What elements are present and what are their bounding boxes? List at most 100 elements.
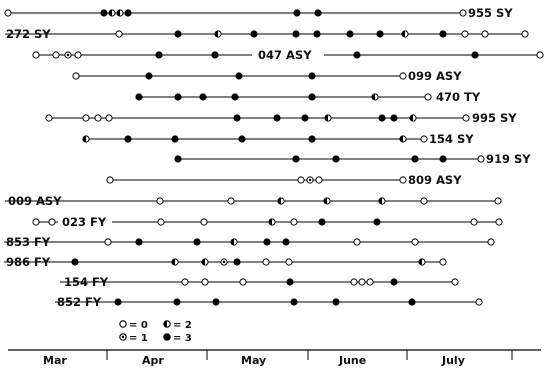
legend-label-2: = 2 xyxy=(173,320,192,331)
observation-marker-3 xyxy=(301,114,309,122)
observation-marker-0 xyxy=(48,218,56,226)
observation-marker-0 xyxy=(290,218,298,226)
observation-marker-3 xyxy=(408,298,416,306)
row-label: 099 ASY xyxy=(408,69,462,83)
observation-marker-2 xyxy=(268,218,276,226)
observation-marker-2 xyxy=(201,258,209,266)
observation-marker-2 xyxy=(277,197,285,205)
month-label-may: May xyxy=(241,354,266,367)
observation-marker-0 xyxy=(399,176,407,184)
observation-marker-3 xyxy=(199,93,207,101)
observation-marker-2 xyxy=(401,30,409,38)
row-470-ty: 470 TY xyxy=(135,90,481,104)
observation-marker-3 xyxy=(145,72,153,80)
observation-marker-3 xyxy=(174,30,182,38)
observation-marker-3 xyxy=(378,114,386,122)
observation-marker-2 xyxy=(82,135,90,143)
legend-item-0: = 0 xyxy=(119,320,148,331)
observation-marker-2 xyxy=(409,114,417,122)
observation-marker-3 xyxy=(308,135,316,143)
row-853-fy: 853 FY xyxy=(4,235,495,249)
observation-marker-3 xyxy=(173,298,181,306)
observation-marker-3 xyxy=(174,93,182,101)
observation-marker-3 xyxy=(308,72,316,80)
observation-marker-3 xyxy=(286,278,294,286)
observation-marker-2 xyxy=(399,135,407,143)
observation-marker-3 xyxy=(135,238,143,246)
observation-marker-0 xyxy=(462,114,470,122)
observation-marker-0 xyxy=(439,258,447,266)
observation-marker-3 xyxy=(471,51,479,59)
row-154-fy: 154 FY xyxy=(60,275,459,289)
row-label: 023 FY xyxy=(62,215,107,229)
observation-marker-3 xyxy=(314,9,322,17)
observation-marker-3 xyxy=(233,114,241,122)
observation-marker-3 xyxy=(390,278,398,286)
observation-marker-0 xyxy=(481,30,489,38)
observation-marker-0 xyxy=(315,176,323,184)
observation-marker-0 xyxy=(420,197,428,205)
observation-marker-3 xyxy=(155,51,163,59)
observation-marker-3 xyxy=(124,9,132,17)
observation-marker-0 xyxy=(181,278,189,286)
observation-marker-2 xyxy=(108,9,116,17)
legend: = 0 = 1 = 2 = 3 xyxy=(119,320,192,344)
observation-marker-0 xyxy=(239,278,247,286)
observation-marker-0 xyxy=(451,278,459,286)
observation-marker-0 xyxy=(200,218,208,226)
row-023-fy: 023 FY xyxy=(32,215,503,229)
observation-marker-0 xyxy=(475,298,483,306)
observation-marker-3 xyxy=(439,155,447,163)
observation-marker-0 xyxy=(74,51,82,59)
specimen-rows: 955 SY 272 SY 047 ASY 099 ASY 470 TY 995 SY 15… xyxy=(4,6,544,309)
month-label-mar: Mar xyxy=(43,354,67,367)
observation-marker-0 xyxy=(262,258,270,266)
observation-marker-3 xyxy=(211,51,219,59)
row-label: 154 SY xyxy=(429,132,474,146)
observation-marker-0 xyxy=(297,176,305,184)
observation-marker-0 xyxy=(227,197,235,205)
observation-marker-3 xyxy=(238,135,246,143)
observation-marker-3 xyxy=(273,114,281,122)
observation-marker-0 xyxy=(157,218,165,226)
observation-marker-3 xyxy=(231,93,239,101)
observation-marker-2 xyxy=(171,258,179,266)
row-label: 995 SY xyxy=(472,111,517,125)
observation-marker-0 xyxy=(461,30,469,38)
row-272-sy: 272 SY xyxy=(5,27,529,41)
observation-marker-0 xyxy=(4,9,12,17)
observation-marker-3 xyxy=(174,155,182,163)
row-label: 154 FY xyxy=(64,275,109,289)
observation-marker-1 xyxy=(64,51,72,59)
observation-marker-3 xyxy=(313,30,321,38)
observation-marker-3 xyxy=(124,135,132,143)
observation-marker-3 xyxy=(250,30,258,38)
observation-marker-3 xyxy=(292,155,300,163)
observation-marker-1 xyxy=(306,176,314,184)
legend-item-1: = 1 xyxy=(119,333,148,344)
row-955-sy: 955 SY xyxy=(4,6,513,20)
observation-marker-3 xyxy=(282,238,290,246)
row-label: 853 FY xyxy=(6,235,51,249)
observation-marker-3 xyxy=(346,30,354,38)
observation-marker-0 xyxy=(285,258,293,266)
observation-marker-0 xyxy=(424,93,432,101)
row-label: 809 ASY xyxy=(408,173,462,187)
observation-marker-3 xyxy=(332,298,340,306)
observation-marker-3 xyxy=(353,51,361,59)
row-919-sy: 919 SY xyxy=(174,152,531,166)
row-label: 919 SY xyxy=(486,152,531,166)
observation-marker-3 xyxy=(290,298,298,306)
observation-marker-0 xyxy=(487,238,495,246)
observation-marker-3 xyxy=(373,218,381,226)
observation-marker-2 xyxy=(230,238,238,246)
observation-marker-0 xyxy=(105,114,113,122)
observation-marker-3 xyxy=(308,93,316,101)
observation-marker-0 xyxy=(353,238,361,246)
row-label: 470 TY xyxy=(436,90,481,104)
observation-marker-3 xyxy=(390,114,398,122)
row-label: 986 FY xyxy=(6,255,51,269)
observation-marker-3 xyxy=(114,298,122,306)
month-label-july: July xyxy=(441,354,465,367)
